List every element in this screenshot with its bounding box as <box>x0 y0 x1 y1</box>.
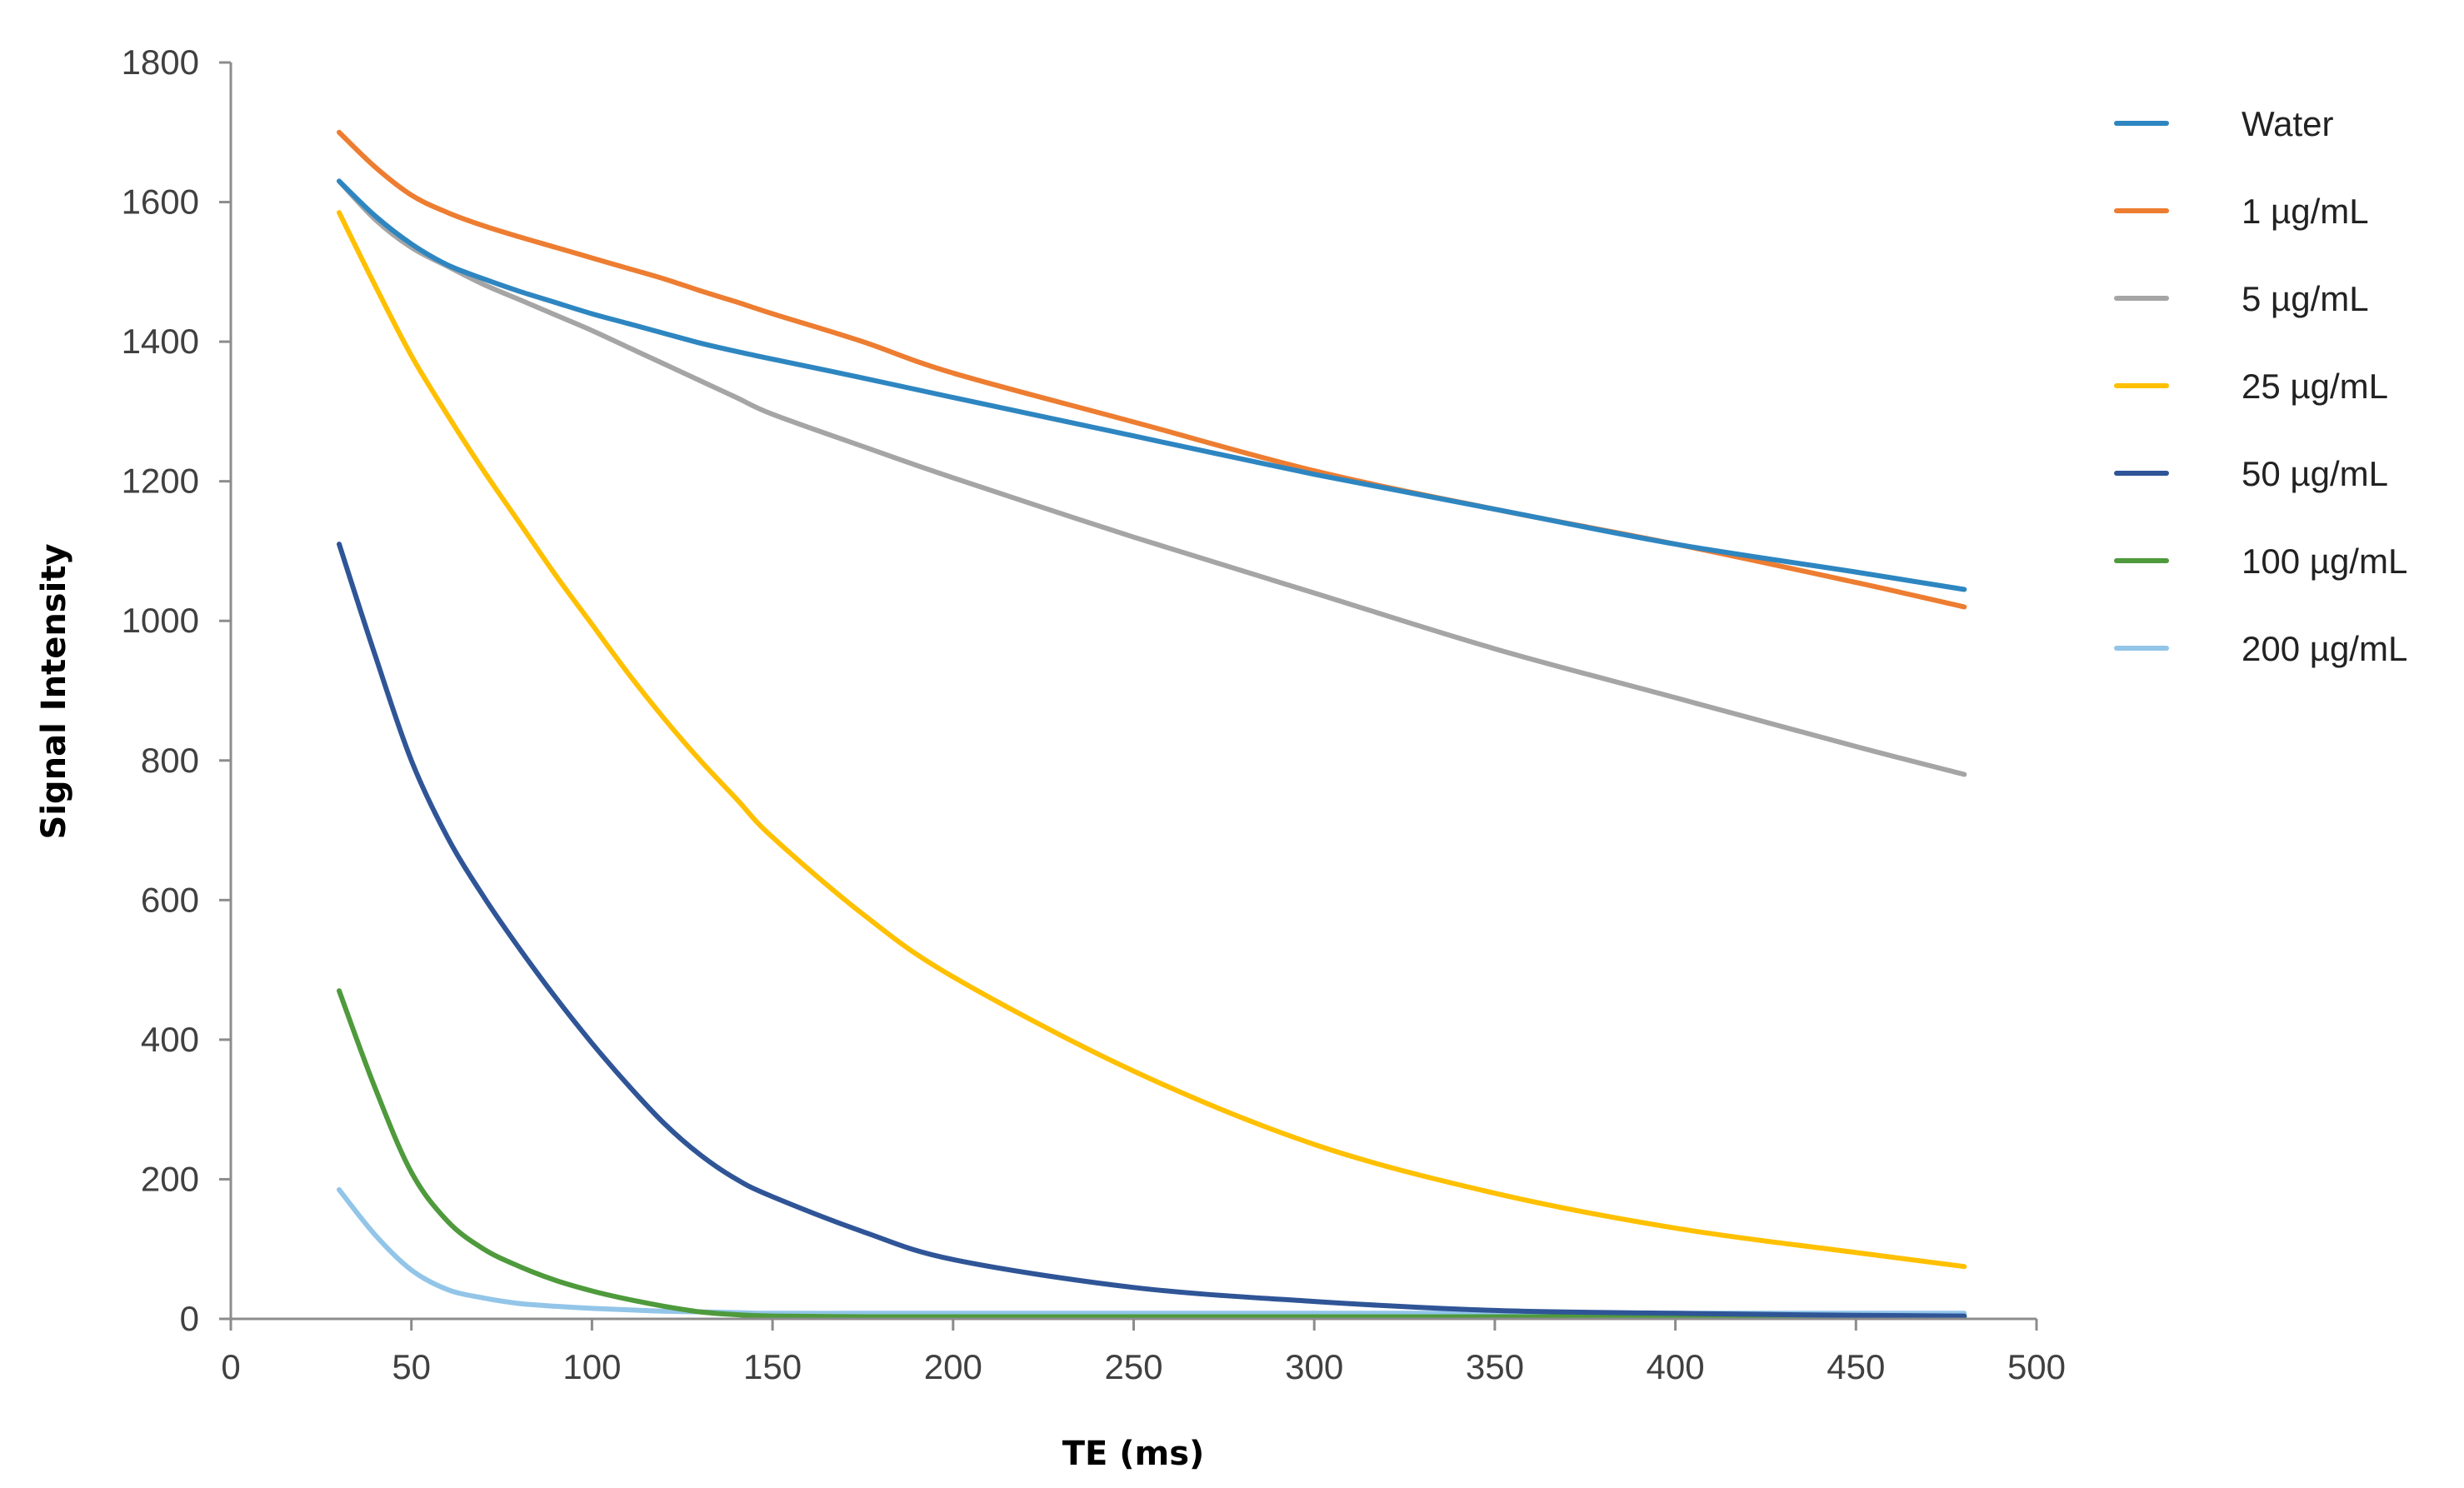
x-tick-label: 100 <box>562 1347 621 1386</box>
y-tick-label: 600 <box>141 880 199 919</box>
x-tick-label: 500 <box>2007 1347 2066 1386</box>
legend-label: 200 µg/mL <box>2242 629 2407 668</box>
legend-label: 100 µg/mL <box>2242 542 2407 581</box>
y-tick-label: 1000 <box>122 601 199 640</box>
legend-label: 50 µg/mL <box>2242 454 2388 493</box>
legend-label: 25 µg/mL <box>2242 367 2388 406</box>
legend: Water 1 µg/mL 5 µg/mL 25 µg/mL 50 µg/mL 100 µ… <box>2114 104 2407 668</box>
axes-layer <box>219 61 2038 1331</box>
series-line-1 <box>337 129 1967 610</box>
x-tick-label: 200 <box>924 1347 982 1386</box>
y-tick-label: 1400 <box>122 322 199 361</box>
series-line-0 <box>337 178 1967 592</box>
x-axis-title: TE (ms) <box>1062 1435 1205 1473</box>
series-line-4 <box>337 542 1967 1319</box>
x-tick-label: 50 <box>392 1347 431 1386</box>
y-tick-label: 1600 <box>122 182 199 222</box>
x-tick-label: 300 <box>1285 1347 1343 1386</box>
x-tick-label: 250 <box>1104 1347 1162 1386</box>
x-tick-label: 400 <box>1647 1347 1705 1386</box>
y-tick-label: 800 <box>141 741 199 780</box>
x-tick-label: 150 <box>743 1347 802 1386</box>
y-tick-label: 200 <box>141 1159 199 1198</box>
series-layer <box>337 129 1967 1320</box>
x-tick-label: 0 <box>221 1347 240 1386</box>
x-tick-label: 450 <box>1827 1347 1885 1386</box>
series-line-3 <box>337 210 1967 1270</box>
y-axis-title: Signal Intensity <box>35 543 73 839</box>
x-tick-label: 350 <box>1466 1347 1524 1386</box>
legend-label: 1 µg/mL <box>2242 192 2369 231</box>
y-tick-label: 1800 <box>122 42 199 82</box>
tick-labels: 0 200 400 600 800 1000 1200 1400 1600 1800 0 50 100 1… <box>122 42 2066 1386</box>
legend-label: Water <box>2242 104 2333 143</box>
y-tick-label: 400 <box>141 1020 199 1059</box>
series-line-6 <box>337 1187 1967 1316</box>
y-tick-label: 1200 <box>122 462 199 501</box>
series-line-2 <box>337 178 1967 777</box>
legend-label: 5 µg/mL <box>2242 279 2369 318</box>
series-line-5 <box>337 988 1967 1320</box>
y-tick-label: 0 <box>180 1299 199 1338</box>
